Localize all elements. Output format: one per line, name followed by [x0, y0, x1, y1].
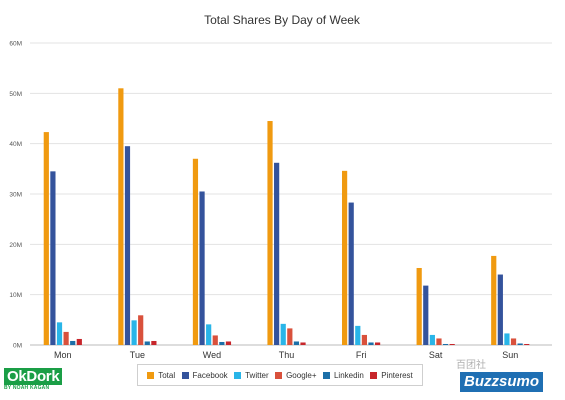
gridlines	[30, 42, 552, 346]
bar-mon-total	[43, 132, 49, 345]
x-tick-label: Fri	[356, 350, 367, 360]
bar-fri-facebook	[348, 202, 354, 345]
legend-swatch	[370, 371, 378, 379]
legend-item: Twitter	[234, 371, 269, 380]
legend: Total Facebook Twitter Google+ Linkedin Pinte…	[137, 364, 423, 386]
bar-sun-twitter	[504, 333, 510, 345]
legend-swatch	[181, 371, 189, 379]
bar-tue-google	[138, 315, 144, 345]
bar-fri-twitter	[355, 325, 361, 345]
bar-fri-linkedin	[368, 342, 374, 345]
bar-wed-google	[212, 335, 218, 345]
bar-sat-google	[436, 338, 442, 345]
x-tick-label: Sun	[502, 350, 518, 360]
y-tick-label: 40M	[9, 141, 22, 148]
buzzsumo-logo: Buzzsumo	[460, 372, 543, 392]
legend-swatch	[234, 371, 242, 379]
x-tick-label: Thu	[279, 350, 295, 360]
y-tick-label: 0M	[13, 343, 22, 350]
bar-thu-google	[287, 328, 293, 345]
bar-fri-pinterest	[374, 342, 381, 345]
legend-swatch	[322, 371, 330, 379]
x-tick-label: Mon	[54, 350, 72, 360]
bar-fri-total	[341, 170, 348, 345]
okdork-logo-subtitle: BY NOAH KAGAN	[4, 385, 50, 391]
bar-thu-total	[267, 121, 273, 346]
bar-wed-linkedin	[219, 341, 225, 345]
y-tick-label: 20M	[9, 242, 22, 249]
bar-sun-google	[510, 338, 517, 345]
okdork-logo: OkDork BY NOAH KAGAN	[4, 368, 64, 395]
bar-mon-linkedin	[70, 340, 76, 345]
legend-item: Total	[147, 371, 175, 380]
bar-tue-pinterest	[151, 340, 157, 345]
bar-sun-total	[491, 255, 497, 345]
bar-tue-facebook	[124, 146, 131, 345]
legend-item: Google+	[275, 370, 317, 380]
x-tick-label: Tue	[130, 350, 145, 360]
watermark: 百团社	[456, 360, 486, 371]
bar-tue-total	[118, 88, 124, 346]
bar-thu-linkedin	[293, 341, 300, 345]
bar-mon-twitter	[56, 322, 63, 345]
bar-sat-twitter	[429, 334, 435, 345]
y-axis: 0M 10M 20M 30M 40M 50M 60M	[9, 41, 22, 350]
bar-sat-pinterest	[449, 343, 455, 345]
legend-swatch	[275, 371, 283, 379]
bar-sat-linkedin	[442, 343, 449, 345]
legend-item: Linkedin	[322, 370, 364, 380]
y-tick-label: 60M	[9, 41, 22, 48]
bar-wed-facebook	[199, 191, 205, 345]
bar-mon-google	[63, 331, 69, 345]
bar-thu-facebook	[274, 162, 280, 345]
bar-wed-pinterest	[225, 341, 232, 345]
bar-tue-linkedin	[144, 341, 150, 345]
bar-fri-google	[361, 334, 367, 345]
y-tick-label: 10M	[9, 292, 22, 299]
bar-thu-pinterest	[300, 342, 306, 345]
x-tick-label: Wed	[203, 350, 221, 360]
bar-thu-twitter	[280, 323, 286, 345]
y-tick-label: 50M	[9, 91, 22, 98]
bar-mon-facebook	[50, 171, 56, 345]
legend-label: Google+	[286, 370, 317, 380]
bars	[43, 88, 530, 346]
legend-label: Facebook	[192, 370, 228, 380]
legend-label: Twitter	[245, 370, 269, 380]
legend-label: Linkedin	[333, 370, 364, 380]
bar-wed-twitter	[206, 324, 212, 345]
bar-sun-pinterest	[524, 343, 530, 345]
x-tick-label: Sat	[429, 350, 443, 360]
bar-mon-pinterest	[76, 338, 82, 345]
bar-sat-total	[416, 267, 422, 345]
legend-item: Pinterest	[370, 371, 413, 380]
legend-label: Pinterest	[381, 370, 413, 380]
x-axis: Mon Tue Wed Thu Fri Sat Sun	[54, 350, 518, 360]
bar-sat-facebook	[423, 285, 429, 345]
okdork-logo-text: OkDork	[4, 368, 63, 385]
legend-swatch	[147, 371, 155, 379]
bar-wed-total	[192, 158, 199, 345]
bar-sun-linkedin	[517, 343, 523, 345]
y-tick-label: 30M	[9, 192, 22, 199]
legend-item: Facebook	[181, 370, 228, 380]
chart-title: Total Shares By Day of Week	[204, 13, 361, 27]
bar-sun-facebook	[497, 274, 503, 345]
legend-label: Total	[158, 370, 176, 380]
bar-tue-twitter	[131, 320, 137, 345]
